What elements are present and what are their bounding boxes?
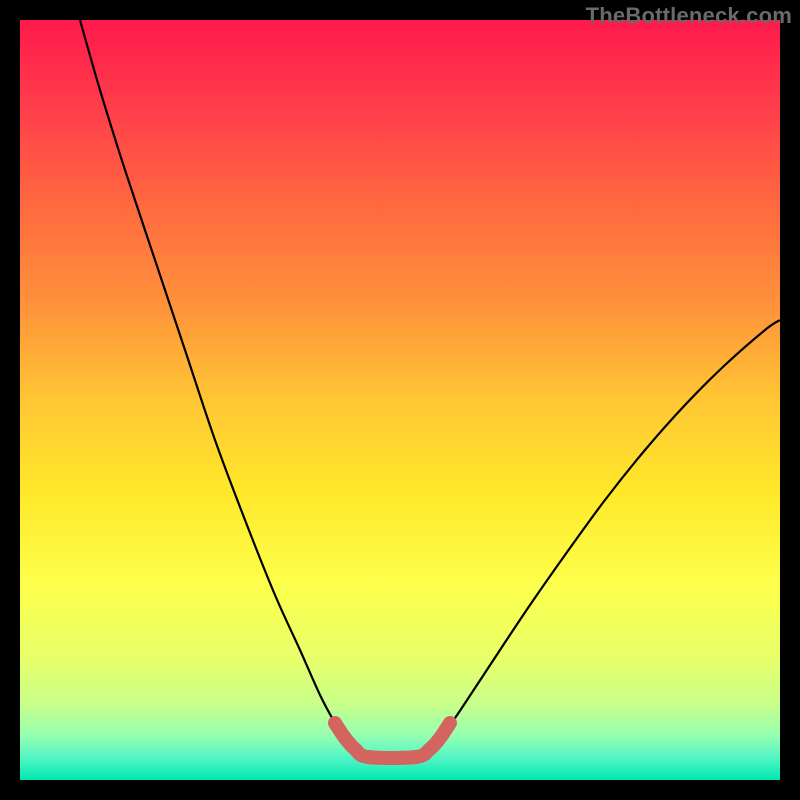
gradient-background: [20, 20, 780, 780]
plot-area: [20, 20, 780, 780]
outer-frame: TheBottleneck.com: [0, 0, 800, 800]
watermark-text: TheBottleneck.com: [586, 3, 792, 29]
chart-svg: [20, 20, 780, 780]
